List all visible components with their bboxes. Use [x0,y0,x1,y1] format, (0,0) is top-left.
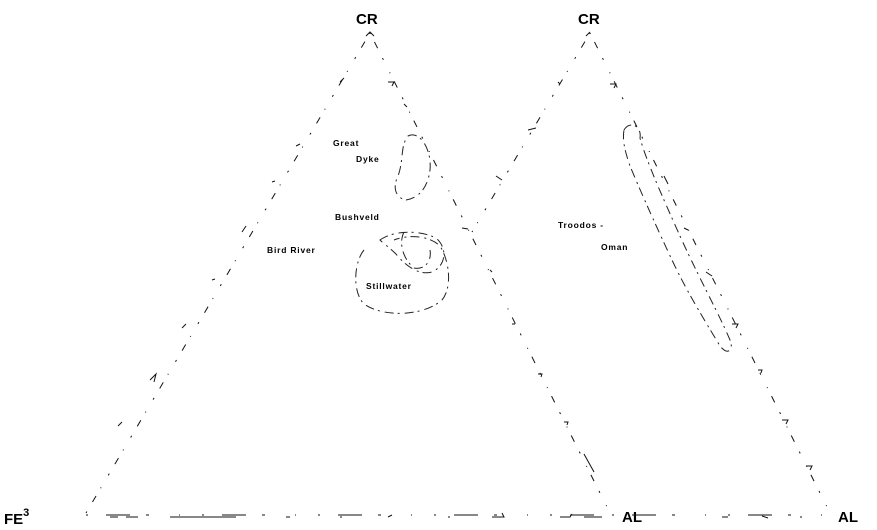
great-dyke-contour [394,134,431,201]
right-triangle-right-edge [589,32,831,514]
field-label-stillwater: Stillwater [366,281,412,291]
stillwater-contour [355,236,449,314]
right-triangle-left-edge [471,32,591,233]
left-triangle-left-edge [85,32,371,514]
field-label-dyke: Dyke [356,154,380,164]
field-label-bird-river: Bird River [267,245,316,255]
right-apex-top-label: CR [578,11,600,28]
left-triangle: CR FE3 AL Great Dyke Bushveld Bird River… [4,11,642,528]
left-apex-left-label: FE3 [4,507,29,528]
field-label-bushveld: Bushveld [335,212,380,222]
bushveld-contour [379,231,445,274]
troodos-oman-contour [623,124,732,352]
left-apex-left-main: FE [4,511,23,528]
bushveld-inner-contour [401,231,431,269]
left-apex-left-superscript: 3 [23,507,29,519]
right-triangle-ticks [495,31,813,519]
field-label-oman: Oman [601,242,628,252]
right-triangle: CR AL Troodos - Oman [471,11,858,526]
field-label-great: Great [333,138,359,148]
left-apex-top-label: CR [356,11,378,28]
right-apex-right-label: AL [838,509,858,526]
field-label-troodos: Troodos - [558,220,604,230]
left-triangle-ticks [110,31,602,518]
left-apex-right-label: AL [622,509,642,526]
left-triangle-right-edge [369,32,611,514]
